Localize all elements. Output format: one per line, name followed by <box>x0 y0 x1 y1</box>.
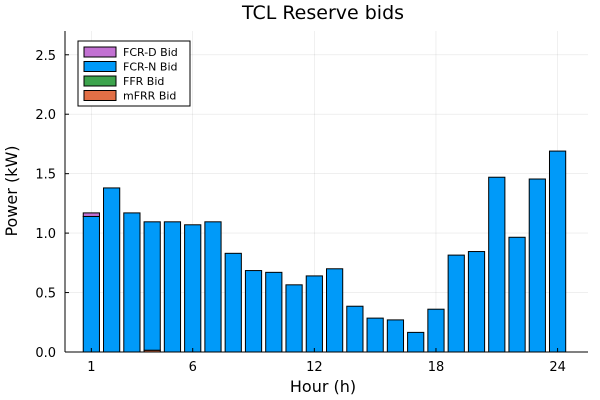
x-tick-label: 18 <box>428 360 445 375</box>
y-tick-label: 0.0 <box>35 346 56 361</box>
y-tick-label: 2.0 <box>35 108 56 123</box>
y-tick-label: 1.5 <box>35 168 56 183</box>
bar <box>265 271 283 353</box>
y-tick-label: 2.5 <box>35 49 56 64</box>
y-tick-label: 1.0 <box>35 227 56 242</box>
bar <box>508 236 526 353</box>
bars <box>82 150 567 353</box>
bar <box>163 221 182 353</box>
bar <box>366 317 384 353</box>
bar <box>244 270 263 353</box>
bar <box>467 251 486 353</box>
legend-label: FFR Bid <box>123 75 164 88</box>
y-tick-label: 0.5 <box>35 287 56 302</box>
bar <box>407 331 425 353</box>
legend-label: mFRR Bid <box>123 90 176 103</box>
bar <box>285 284 303 353</box>
bar <box>326 268 344 353</box>
bar <box>103 187 121 353</box>
legend-swatch <box>83 90 117 101</box>
legend-label: FCR-N Bid <box>123 61 177 74</box>
x-axis-label: Hour (h) <box>290 377 356 396</box>
bar <box>528 178 546 353</box>
bar <box>82 215 100 353</box>
x-tick-label: 12 <box>306 360 323 375</box>
chart-title: TCL Reserve bids <box>241 2 404 24</box>
axes <box>64 31 588 353</box>
bar <box>427 308 445 353</box>
bar <box>204 221 222 353</box>
bar <box>305 275 323 353</box>
x-tick-label: 1 <box>87 360 95 375</box>
legend-swatch <box>83 75 117 87</box>
bar <box>548 150 567 353</box>
bar <box>447 254 465 353</box>
bar <box>386 319 405 353</box>
y-axis-label: Power (kW) <box>2 145 21 236</box>
bar <box>184 224 202 353</box>
bar <box>82 212 100 217</box>
bar <box>224 252 242 353</box>
bar <box>346 305 364 353</box>
x-tick-label: 6 <box>189 360 197 375</box>
bar <box>488 176 506 353</box>
legend-label: FCR-D Bid <box>123 46 178 59</box>
bar <box>143 221 161 351</box>
tick-labels: 0.0 0.5 1.0 1.5 2.0 2.5 1 6 12 18 24 <box>35 49 566 375</box>
bar <box>123 212 141 353</box>
legend-swatch <box>83 61 117 72</box>
legend-swatch <box>83 46 117 58</box>
x-tick-label: 24 <box>549 360 566 375</box>
